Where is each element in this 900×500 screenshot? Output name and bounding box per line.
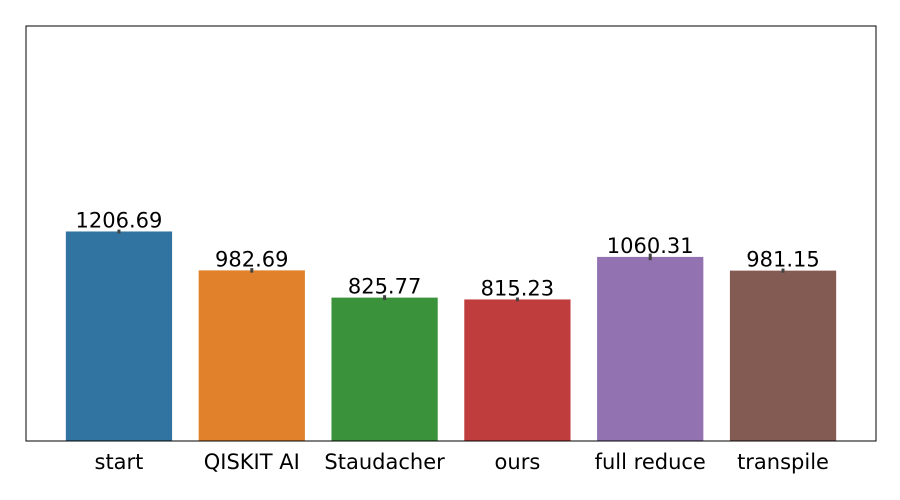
x-tick-label-ours: ours	[495, 450, 541, 474]
bar-start	[65, 231, 173, 441]
value-label-ours: 815.23	[481, 276, 554, 300]
bars-group	[65, 231, 837, 441]
x-tick-label-qiskit-ai: QISKIT AI	[204, 450, 300, 474]
value-labels-group: 1206.69 982.69 825.77 815.23 1060.31 981.15	[76, 208, 820, 300]
bar-ours	[464, 299, 571, 441]
x-tick-label-transpile: transpile	[737, 450, 829, 474]
error-bars-group	[117, 229, 785, 302]
bar-full-reduce	[597, 256, 704, 441]
bar-transpile	[729, 270, 837, 441]
bar-qiskit-ai	[198, 270, 305, 441]
value-label-transpile: 981.15	[746, 248, 819, 272]
x-tick-labels-group: start QISKIT AI Staudacher ours full reduce t…	[95, 450, 829, 474]
x-tick-label-start: start	[95, 450, 144, 474]
bar-staudacher	[331, 297, 438, 441]
value-label-staudacher: 825.77	[348, 275, 421, 299]
x-tick-label-staudacher: Staudacher	[324, 450, 445, 474]
value-label-start: 1206.69	[76, 208, 163, 232]
plot-frame	[25, 25, 877, 442]
value-label-full-reduce: 1060.31	[607, 234, 694, 258]
x-tick-label-full-reduce: full reduce	[595, 450, 706, 474]
value-label-qiskit-ai: 982.69	[215, 247, 288, 271]
